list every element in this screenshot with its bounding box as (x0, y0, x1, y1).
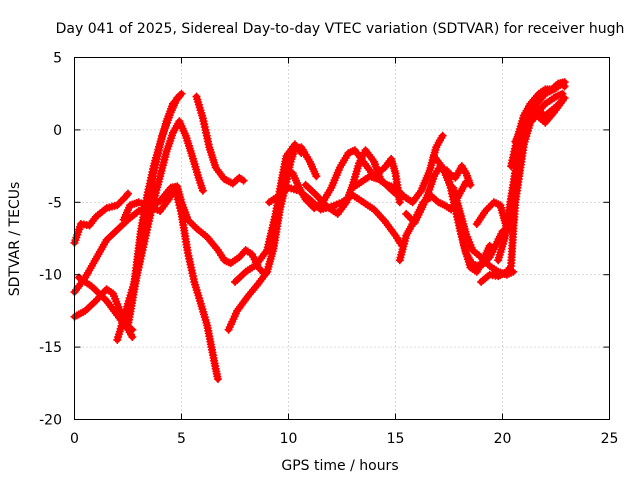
y-axis-label: SDTVAR / TECUs (7, 182, 23, 297)
data-series (348, 131, 447, 207)
plot-frame (74, 57, 610, 420)
data-series (119, 183, 222, 383)
series-markers (511, 94, 569, 146)
x-tick-label: 10 (280, 431, 298, 447)
data-traces (70, 78, 569, 383)
y-tick-label: -15 (39, 340, 62, 356)
y-tick-label: 0 (53, 123, 62, 139)
chart-title: Day 041 of 2025, Sidereal Day-to-day VTE… (56, 21, 625, 37)
series-markers (231, 140, 306, 286)
y-tick-label: -10 (39, 268, 62, 284)
y-tick-label: 5 (53, 51, 62, 67)
series-markers (192, 92, 248, 188)
series-markers (224, 143, 321, 334)
series-markers (348, 131, 447, 207)
series-markers (119, 183, 222, 383)
x-tick-label: 25 (601, 431, 619, 447)
y-tick-label: -20 (39, 413, 62, 429)
data-series (192, 92, 248, 188)
y-tick-label: -5 (48, 195, 62, 211)
x-tick-label: 5 (177, 431, 186, 447)
y-tick-labels: 5 0 -5 -10 -15 -20 (39, 51, 62, 429)
x-tick-label: 0 (70, 431, 79, 447)
data-series (511, 94, 569, 146)
axis-ticks (74, 57, 610, 420)
series-markers (130, 89, 186, 286)
data-series (224, 143, 321, 334)
data-series (130, 89, 186, 286)
x-tick-labels: 0 5 10 15 20 25 (70, 431, 618, 447)
x-axis-label: GPS time / hours (281, 458, 398, 474)
data-series (231, 140, 306, 286)
series-markers (442, 166, 507, 270)
x-tick-label: 15 (387, 431, 405, 447)
x-tick-label: 20 (494, 431, 512, 447)
data-series (70, 189, 132, 247)
